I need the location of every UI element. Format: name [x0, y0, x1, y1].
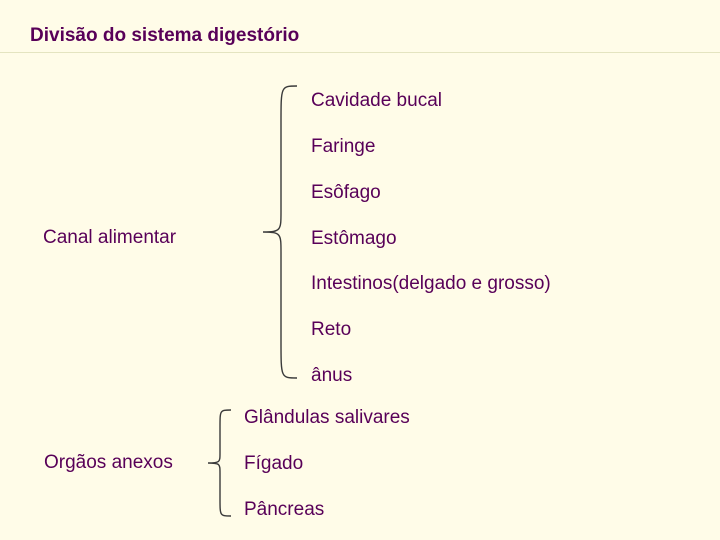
item-faringe: Faringe: [311, 136, 375, 158]
brace-canal: [257, 82, 301, 382]
item-cavidade: Cavidade bucal: [311, 90, 442, 112]
section-label-canal: Canal alimentar: [43, 227, 176, 249]
item-intestinos: Intestinos(delgado e grosso): [311, 273, 551, 295]
item-pancreas: Pâncreas: [244, 499, 324, 521]
page-title: Divisão do sistema digestório: [30, 25, 299, 47]
brace-orgaos: [204, 407, 234, 519]
item-reto: Reto: [311, 319, 351, 341]
section-label-orgaos: Orgãos anexos: [44, 452, 173, 474]
item-figado: Fígado: [244, 453, 303, 475]
title-underline: [0, 52, 720, 53]
item-anus: ânus: [311, 365, 352, 387]
item-glandulas: Glândulas salivares: [244, 407, 410, 429]
item-estomago: Estômago: [311, 228, 397, 250]
item-esofago: Esôfago: [311, 182, 381, 204]
